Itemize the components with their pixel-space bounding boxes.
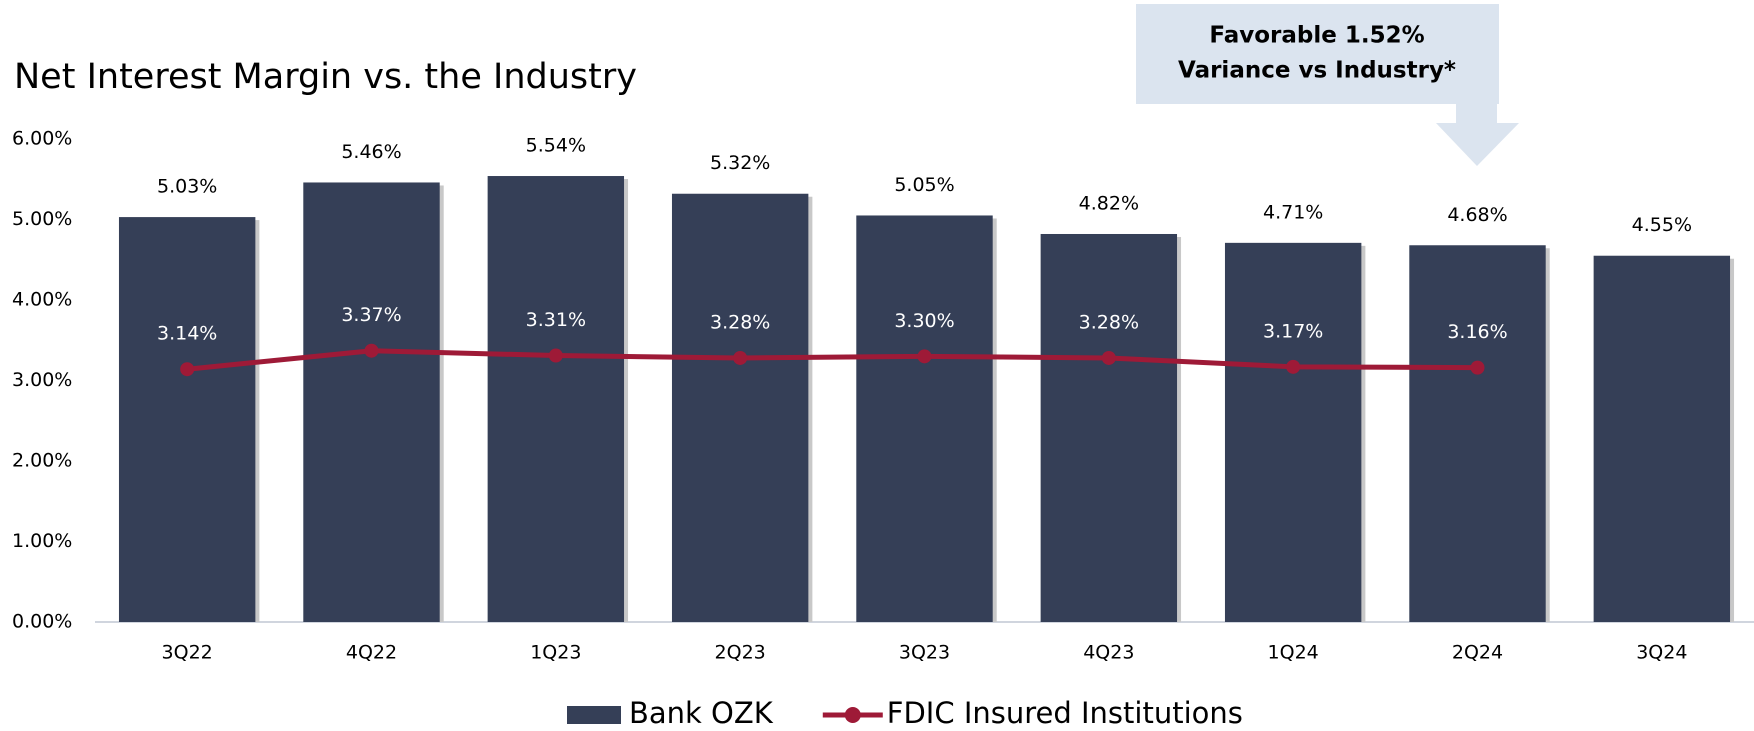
line-point	[548, 348, 563, 363]
legend-label: FDIC Insured Institutions	[887, 696, 1243, 730]
annotation-text: Variance vs Industry*	[1178, 58, 1456, 84]
x-tick-label: 1Q24	[1268, 642, 1319, 664]
data-label: 3.14%	[157, 323, 217, 345]
bar	[1409, 245, 1546, 622]
x-tick-label: 3Q24	[1636, 642, 1687, 664]
y-tick-label: 1.00%	[12, 530, 72, 552]
data-label: 4.68%	[1447, 204, 1507, 226]
data-label: 3.31%	[526, 309, 586, 331]
x-tick-label: 2Q24	[1452, 642, 1503, 664]
line-point	[1470, 360, 1485, 375]
y-tick-label: 5.00%	[12, 208, 72, 230]
bar	[856, 215, 993, 622]
bar	[1224, 242, 1362, 622]
bar	[1040, 233, 1178, 623]
data-label: 5.46%	[341, 141, 401, 163]
annotation-arrow	[1436, 104, 1519, 166]
data-label: 3.37%	[341, 304, 401, 326]
line-point	[1286, 359, 1301, 374]
line-point	[364, 343, 379, 358]
x-tick-label: 4Q23	[1083, 642, 1134, 664]
data-label: 3.30%	[894, 310, 954, 332]
bar	[1593, 255, 1731, 622]
data-label: 5.03%	[157, 176, 217, 198]
chart-title: Net Interest Margin vs. the Industry	[14, 57, 637, 97]
x-tick-label: 3Q22	[162, 642, 213, 664]
data-label: 4.71%	[1263, 201, 1323, 223]
y-tick-label: 2.00%	[12, 450, 72, 472]
bar	[487, 176, 625, 622]
annotation-box	[1136, 4, 1499, 104]
x-tick-label: 2Q23	[715, 642, 766, 664]
line-point	[1101, 350, 1116, 365]
data-label: 3.28%	[1079, 311, 1139, 333]
x-tick-label: 1Q23	[530, 642, 581, 664]
x-tick-label: 3Q23	[899, 642, 950, 664]
data-label: 3.16%	[1447, 321, 1507, 343]
x-tick-label: 4Q22	[346, 642, 397, 664]
bar	[671, 193, 809, 623]
legend-swatch	[567, 706, 621, 724]
line-point	[180, 362, 195, 377]
line	[186, 348, 1478, 372]
line-point	[733, 350, 748, 365]
data-label: 4.82%	[1079, 192, 1139, 214]
y-tick-label: 4.00%	[12, 289, 72, 311]
line-point	[917, 349, 932, 364]
legend-label: Bank OZK	[629, 696, 774, 730]
data-label: 5.05%	[894, 174, 954, 196]
data-label: 5.32%	[710, 152, 770, 174]
data-label: 3.17%	[1263, 320, 1323, 342]
bar	[118, 217, 256, 622]
data-label: 3.28%	[710, 311, 770, 333]
data-label: 4.55%	[1632, 214, 1692, 236]
y-tick-label: 0.00%	[12, 611, 72, 633]
data-label: 5.54%	[526, 135, 586, 157]
bar	[303, 182, 440, 622]
y-tick-label: 3.00%	[12, 369, 72, 391]
y-tick-label: 6.00%	[12, 128, 72, 150]
legend-swatch	[844, 707, 861, 723]
annotation-text: Favorable 1.52%	[1209, 23, 1424, 49]
